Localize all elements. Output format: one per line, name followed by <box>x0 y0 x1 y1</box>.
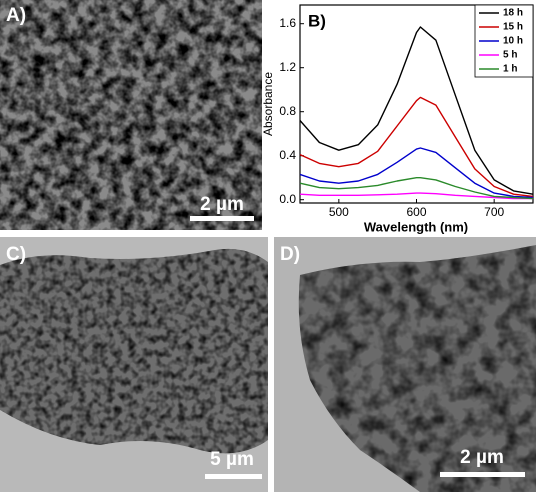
y-tick-label: 0.0 <box>279 192 296 206</box>
y-tick-label: 0.8 <box>279 104 296 118</box>
scale-bar-label: 2 µm <box>200 194 244 215</box>
scale-bar-label: 2 µm <box>460 447 504 468</box>
scale-bar <box>190 216 254 221</box>
panel-label: C) <box>6 244 26 265</box>
x-tick-label: 500 <box>329 205 349 219</box>
chart-title: B) <box>308 11 326 30</box>
legend-label: 10 h <box>503 36 523 47</box>
micrograph-texture <box>0 248 268 454</box>
series-line <box>299 147 534 199</box>
micrograph-texture <box>0 0 262 230</box>
legend-label: 18 h <box>503 8 523 19</box>
y-tick-label: 0.4 <box>279 148 296 162</box>
y-tick-label: 1.6 <box>279 16 296 30</box>
legend-label: 1 h <box>503 64 517 75</box>
series-line <box>299 192 533 200</box>
panel-d: D) 2 µm <box>274 237 536 492</box>
series-line <box>299 177 534 200</box>
panel-a: A) 2 µm <box>0 0 262 230</box>
panel-label: D) <box>280 244 300 265</box>
y-axis-label: Absorbance <box>261 72 275 136</box>
x-tick-label: 700 <box>484 205 504 219</box>
y-tick-label: 1.2 <box>279 60 296 74</box>
scale-bar <box>205 474 262 479</box>
panel-c: C) 5 µm <box>0 237 268 492</box>
panel-label: A) <box>6 5 26 26</box>
series-line <box>299 96 534 198</box>
legend-label: 15 h <box>503 22 523 33</box>
legend-label: 5 h <box>503 50 517 61</box>
chart: B) Wavelength (nm) Absorbance 0.0 0.4 0.8 1… <box>261 4 534 234</box>
x-tick-label: 600 <box>406 205 426 219</box>
x-axis-label: Wavelength (nm) <box>364 219 468 234</box>
scale-bar <box>440 472 525 477</box>
scale-bar-label: 5 µm <box>210 449 254 470</box>
series-line <box>299 26 534 195</box>
